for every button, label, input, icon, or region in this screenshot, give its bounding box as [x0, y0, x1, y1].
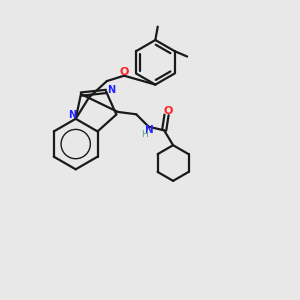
Text: N: N — [107, 85, 115, 95]
Text: N: N — [145, 125, 154, 135]
Text: N: N — [68, 110, 76, 120]
Text: H: H — [141, 130, 148, 139]
Text: O: O — [163, 106, 172, 116]
Text: O: O — [119, 67, 129, 77]
